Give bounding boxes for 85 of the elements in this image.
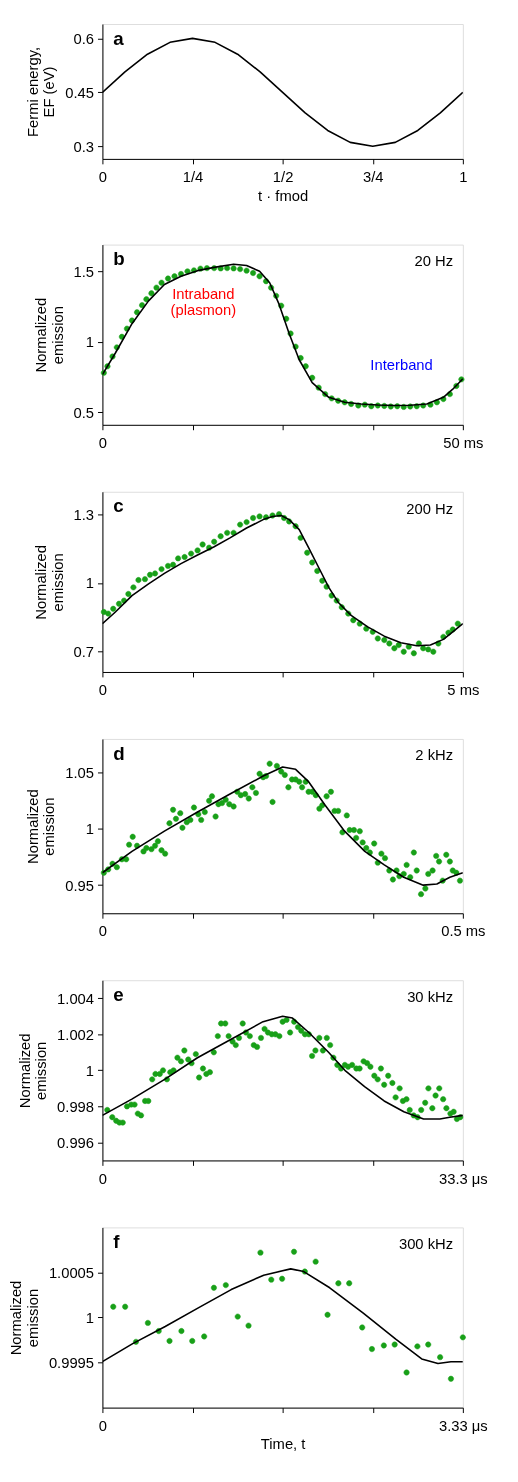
- point: [201, 1333, 208, 1340]
- y-tick-label: 1.002: [57, 1026, 95, 1043]
- chart-title: a: [113, 27, 125, 49]
- y-tick-label: 0.95: [65, 877, 95, 894]
- x-tick-label: 1/4: [182, 169, 204, 186]
- point: [324, 1311, 331, 1318]
- point: [166, 1338, 173, 1344]
- y-tick-label: 1: [85, 821, 95, 838]
- chart-title: d: [113, 742, 125, 764]
- y-axis-title: Normalized emission: [32, 545, 66, 620]
- point: [380, 1342, 387, 1349]
- y-tick-label: 1: [85, 575, 95, 592]
- y-tick-label: 0.5: [73, 404, 95, 421]
- annotation: 300 kHz: [398, 1236, 454, 1253]
- point: [189, 1338, 196, 1344]
- annotation: 200 Hz: [406, 500, 454, 517]
- point: [110, 1303, 117, 1310]
- x-tick-label: 0: [98, 682, 108, 699]
- point: [391, 1341, 398, 1348]
- point: [222, 1282, 229, 1289]
- y-tick-label: 1.0005: [48, 1264, 95, 1281]
- y-axis-title: Normalized emission: [32, 297, 66, 373]
- y-axis-title: Fermi energy, EF (eV): [24, 46, 58, 137]
- annotation: 30 kHz: [407, 988, 454, 1005]
- y-tick-label: 1: [85, 334, 95, 351]
- point: [144, 1319, 151, 1326]
- y-axis-title: Normalized emission: [8, 1280, 42, 1356]
- x-tick-label: 0: [98, 1417, 108, 1434]
- point: [448, 1375, 454, 1382]
- point: [291, 1248, 297, 1255]
- point: [368, 1346, 375, 1352]
- annotation: 20 Hz: [414, 253, 454, 270]
- y-tick-label: 0.6: [73, 30, 95, 47]
- y-tick-label: 0.9995: [48, 1354, 95, 1371]
- y-tick-label: 1.3: [73, 507, 95, 523]
- x-tick-label: 1: [459, 169, 468, 186]
- x-tick-label: 33.3 μs: [438, 1170, 488, 1187]
- point: [245, 1322, 252, 1329]
- x-tick-label: 0: [98, 923, 108, 940]
- point: [437, 1354, 444, 1361]
- y-tick-label: 1.05: [65, 765, 95, 782]
- x-tick-label: 1/2: [272, 169, 294, 186]
- point: [268, 1276, 275, 1283]
- y-axis-title: Normalized emission: [24, 789, 58, 864]
- point: [234, 1313, 241, 1320]
- point: [279, 1275, 286, 1282]
- y-tick-label: 0.996: [57, 1134, 95, 1151]
- annotation: 2 kHz: [415, 747, 454, 764]
- point: [414, 1343, 421, 1350]
- x-tick-label: 0: [98, 434, 108, 451]
- point: [425, 1341, 432, 1348]
- annotation: Interband: [370, 356, 433, 373]
- chart-title: f: [113, 1231, 121, 1253]
- x-tick-label: 5 ms: [447, 682, 480, 699]
- x-axis-title: t · fmod: [258, 187, 309, 204]
- point: [346, 1280, 353, 1287]
- point: [178, 1328, 185, 1334]
- y-axis-title: Normalized emission: [16, 1033, 50, 1109]
- y-tick-label: 0.7: [73, 643, 95, 660]
- y-tick-label: 0.998: [57, 1098, 95, 1115]
- y-tick-label: 1.004: [57, 990, 95, 1007]
- y-tick-label: 0.45: [65, 84, 95, 101]
- y-tick-label: 1: [85, 1309, 95, 1326]
- x-tick-label: 0: [98, 169, 108, 186]
- x-tick-label: 3.33 μs: [438, 1417, 488, 1434]
- x-tick-label: 3/4: [362, 169, 384, 186]
- y-tick-label: 1.5: [73, 263, 95, 280]
- x-tick-label: 0.5 ms: [441, 923, 486, 940]
- y-tick-label: 0.3: [73, 138, 95, 155]
- chart-title: e: [113, 983, 124, 1005]
- point: [459, 1334, 466, 1341]
- point: [403, 1369, 410, 1376]
- chart-title: b: [113, 248, 125, 270]
- x-tick-label: 50 ms: [443, 434, 484, 451]
- y-tick-label: 1: [85, 1062, 95, 1079]
- annotation: Intraband (plasmon): [170, 285, 237, 319]
- point: [359, 1324, 366, 1331]
- point: [257, 1249, 264, 1256]
- point: [122, 1303, 129, 1310]
- point: [312, 1258, 319, 1265]
- chart-title: c: [113, 495, 124, 517]
- x-tick-label: 0: [98, 1170, 108, 1187]
- point: [210, 1284, 217, 1291]
- x-axis-title: Time, t: [260, 1436, 306, 1453]
- point: [335, 1280, 342, 1287]
